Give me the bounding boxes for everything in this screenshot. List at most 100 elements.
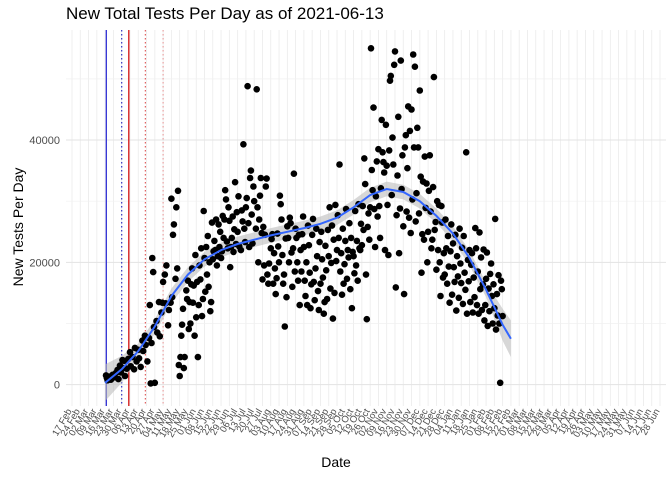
- data-point: [313, 225, 320, 232]
- data-point: [332, 201, 339, 209]
- data-point: [416, 87, 424, 94]
- data-point: [241, 225, 248, 232]
- data-point: [289, 245, 297, 252]
- data-point: [361, 155, 368, 162]
- data-points: [102, 45, 506, 387]
- data-point: [207, 298, 215, 306]
- data-point: [499, 312, 506, 320]
- data-point: [469, 309, 477, 316]
- data-point: [306, 269, 314, 277]
- data-point: [459, 300, 467, 308]
- data-point: [332, 257, 340, 265]
- data-point: [228, 234, 236, 242]
- data-point: [318, 228, 325, 236]
- data-point: [262, 183, 270, 190]
- data-point: [245, 219, 252, 227]
- data-point: [175, 361, 183, 369]
- y-axis-ticks: 0 20000 40000: [29, 135, 60, 392]
- data-point: [209, 255, 217, 263]
- data-point: [272, 290, 280, 298]
- data-point: [430, 73, 438, 81]
- data-point: [421, 153, 429, 160]
- data-point: [221, 216, 228, 223]
- data-point: [368, 166, 376, 174]
- data-point: [395, 113, 402, 121]
- data-point: [372, 193, 380, 200]
- data-point: [424, 228, 432, 236]
- data-point: [316, 238, 323, 246]
- data-point: [163, 262, 170, 269]
- data-point: [252, 225, 260, 232]
- data-point: [461, 269, 468, 277]
- data-point: [400, 290, 408, 298]
- data-point: [180, 364, 188, 372]
- data-point: [365, 210, 372, 217]
- data-point: [159, 278, 167, 286]
- data-point: [213, 262, 221, 269]
- data-point: [207, 307, 214, 315]
- data-point: [384, 201, 391, 209]
- data-point: [342, 237, 349, 245]
- data-point: [249, 240, 256, 247]
- data-point: [415, 210, 423, 217]
- data-point: [178, 321, 186, 329]
- data-point: [137, 363, 144, 371]
- data-point: [286, 214, 294, 221]
- data-point: [382, 121, 390, 129]
- data-point: [478, 306, 486, 314]
- data-point: [181, 353, 188, 361]
- data-point: [239, 218, 246, 225]
- data-point: [451, 278, 458, 286]
- data-point: [148, 339, 155, 347]
- data-point: [347, 285, 354, 293]
- data-point: [339, 225, 347, 232]
- data-point: [294, 259, 301, 266]
- data-point: [240, 141, 247, 148]
- data-point: [429, 183, 437, 191]
- data-point: [345, 254, 352, 261]
- x-axis-title: Date: [321, 454, 351, 470]
- data-point: [493, 290, 501, 298]
- data-point: [387, 72, 395, 80]
- data-point: [417, 173, 425, 180]
- data-point: [270, 249, 278, 257]
- data-point: [487, 260, 495, 267]
- data-point: [343, 275, 351, 283]
- data-point: [482, 275, 490, 283]
- data-point: [338, 291, 346, 299]
- data-point: [455, 294, 463, 302]
- data-point: [348, 304, 356, 312]
- data-point: [205, 283, 212, 291]
- data-point: [467, 298, 474, 306]
- data-point: [327, 285, 334, 292]
- data-point: [423, 180, 430, 187]
- data-point: [311, 296, 319, 304]
- data-point: [383, 162, 391, 169]
- data-point: [244, 82, 251, 90]
- data-point: [347, 234, 355, 242]
- data-point: [291, 268, 299, 275]
- data-point: [156, 333, 164, 340]
- data-point: [393, 211, 400, 219]
- data-point: [449, 240, 457, 247]
- data-point: [226, 263, 234, 271]
- data-point: [490, 281, 497, 288]
- data-point: [444, 232, 452, 240]
- data-point: [327, 259, 335, 267]
- data-point: [352, 262, 360, 269]
- y-tick-label: 0: [54, 380, 60, 392]
- data-point: [496, 379, 504, 387]
- data-point: [248, 211, 255, 218]
- data-point: [290, 170, 298, 177]
- data-point: [362, 271, 370, 278]
- data-point: [441, 271, 449, 278]
- data-point: [217, 254, 225, 262]
- data-point: [406, 127, 414, 135]
- data-point: [491, 215, 499, 223]
- data-point: [115, 375, 122, 383]
- data-point: [299, 213, 307, 220]
- data-point: [414, 144, 422, 151]
- data-point: [277, 200, 285, 208]
- data-point: [482, 301, 489, 309]
